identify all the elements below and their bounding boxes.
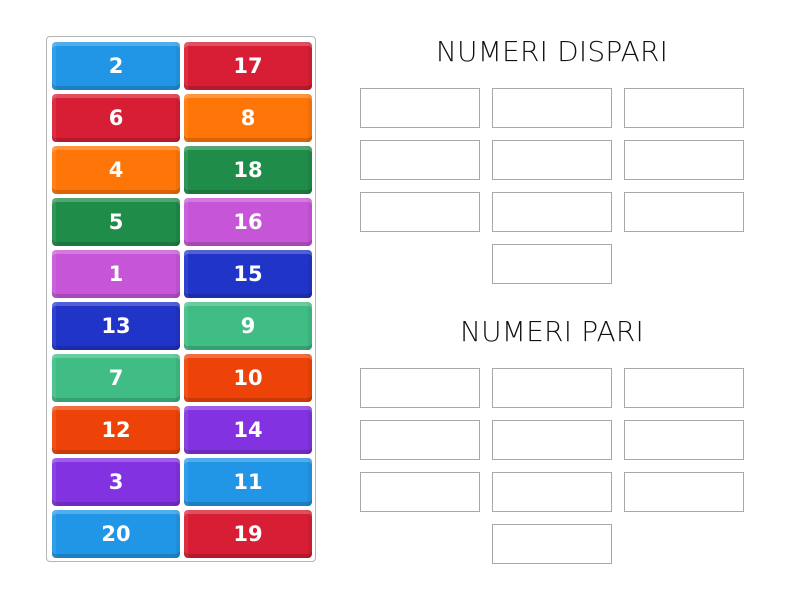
drop-slot-odd[interactable]	[492, 192, 612, 232]
number-tile[interactable]: 6	[52, 94, 180, 142]
number-tile[interactable]: 13	[52, 302, 180, 350]
number-tile[interactable]: 14	[184, 406, 312, 454]
number-tile[interactable]: 4	[52, 146, 180, 194]
drop-slot-odd[interactable]	[492, 244, 612, 284]
drop-slot-odd[interactable]	[624, 88, 744, 128]
number-tile[interactable]: 1	[52, 250, 180, 298]
number-tile[interactable]: 18	[184, 146, 312, 194]
drop-slot-odd[interactable]	[360, 140, 480, 180]
drop-slot-even[interactable]	[360, 420, 480, 460]
drop-slot-odd[interactable]	[492, 88, 612, 128]
number-tile[interactable]: 9	[184, 302, 312, 350]
number-tile[interactable]: 19	[184, 510, 312, 558]
drop-slot-even[interactable]	[492, 524, 612, 564]
number-tile[interactable]: 20	[52, 510, 180, 558]
number-tile[interactable]: 8	[184, 94, 312, 142]
group-title-even: NUMERI PARI	[459, 315, 645, 348]
group-title-odd: NUMERI DISPARI	[435, 35, 669, 68]
drop-slot-even[interactable]	[624, 420, 744, 460]
drop-slot-odd[interactable]	[492, 140, 612, 180]
drop-slot-even[interactable]	[624, 472, 744, 512]
drop-slot-odd[interactable]	[624, 140, 744, 180]
drop-slot-odd[interactable]	[624, 192, 744, 232]
drop-slot-odd[interactable]	[360, 88, 480, 128]
number-tile[interactable]: 10	[184, 354, 312, 402]
drop-slot-even[interactable]	[492, 420, 612, 460]
number-tile[interactable]: 7	[52, 354, 180, 402]
tile-bank	[46, 36, 316, 562]
number-tile[interactable]: 17	[184, 42, 312, 90]
number-tile[interactable]: 2	[52, 42, 180, 90]
drop-slot-even[interactable]	[492, 368, 612, 408]
number-tile[interactable]: 12	[52, 406, 180, 454]
number-tile[interactable]: 5	[52, 198, 180, 246]
number-tile[interactable]: 15	[184, 250, 312, 298]
drop-slot-odd[interactable]	[360, 192, 480, 232]
drop-slot-even[interactable]	[492, 472, 612, 512]
drop-slot-even[interactable]	[360, 472, 480, 512]
drop-slot-even[interactable]	[360, 368, 480, 408]
number-tile[interactable]: 3	[52, 458, 180, 506]
drop-slot-even[interactable]	[624, 368, 744, 408]
number-tile[interactable]: 11	[184, 458, 312, 506]
number-tile[interactable]: 16	[184, 198, 312, 246]
